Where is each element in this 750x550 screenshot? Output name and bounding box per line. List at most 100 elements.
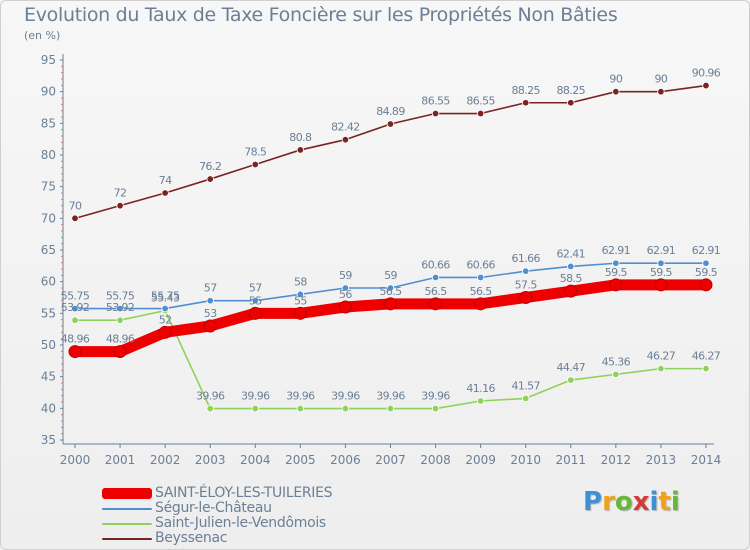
data-point (206, 404, 214, 413)
data-point (431, 404, 440, 413)
data-label: 74 (159, 174, 172, 187)
data-label: 39.96 (376, 390, 405, 403)
x-tick-label: 2006 (330, 453, 361, 467)
data-point (522, 394, 530, 403)
data-label: 62.41 (557, 247, 586, 260)
data-point (564, 284, 578, 298)
x-tick-label: 2000 (60, 453, 91, 467)
y-tick-label: 80 (41, 148, 56, 162)
data-point (71, 214, 79, 223)
data-label: 90.96 (692, 67, 721, 80)
data-point (476, 273, 485, 282)
y-tick-label: 60 (41, 275, 56, 289)
data-label: 82.42 (331, 121, 360, 134)
data-label: 61.66 (511, 252, 540, 265)
data-label: 56 (339, 288, 352, 301)
data-point (429, 297, 443, 311)
data-point (116, 201, 124, 210)
data-label: 45.36 (602, 355, 631, 368)
data-label: 88.25 (557, 84, 586, 97)
proxiti-logo: Proxiti (583, 487, 680, 517)
data-label: 55.43 (151, 292, 180, 305)
data-point (386, 120, 395, 128)
chart-title: Evolution du Taux de Taxe Foncière sur l… (24, 4, 618, 26)
data-label: 53 (204, 307, 217, 320)
data-label: 39.96 (331, 390, 360, 403)
data-point (161, 304, 169, 313)
data-point (612, 259, 620, 267)
data-label: 90 (655, 73, 668, 86)
data-label: 58.5 (560, 272, 583, 285)
data-label: 59 (339, 269, 352, 282)
data-label: 55.75 (61, 290, 90, 303)
legend-swatch (102, 523, 152, 525)
data-point (386, 284, 395, 292)
data-label: 86.55 (421, 95, 450, 108)
data-label: 62.91 (602, 244, 631, 257)
data-label: 48.96 (61, 333, 90, 346)
data-point (567, 376, 575, 384)
y-tick-label: 45 (41, 370, 56, 384)
data-point (248, 306, 262, 320)
data-label: 86.55 (466, 95, 495, 108)
data-label: 39.96 (421, 390, 450, 403)
data-point (341, 135, 350, 144)
data-label: 72 (114, 187, 127, 200)
data-label: 80.8 (289, 131, 312, 144)
data-label: 78.5 (244, 146, 267, 159)
y-tick-label: 90 (41, 85, 56, 99)
x-tick-label: 2002 (150, 453, 181, 467)
data-label: 39.96 (286, 390, 315, 403)
data-label: 55.75 (151, 290, 180, 303)
y-tick-label: 75 (41, 180, 56, 194)
data-point (71, 316, 79, 324)
data-point (654, 278, 668, 292)
data-point (296, 404, 305, 413)
data-point (522, 267, 530, 275)
data-point (296, 290, 305, 299)
x-tick-label: 2007 (375, 453, 406, 467)
data-point (251, 296, 259, 305)
data-label: 76.2 (199, 160, 221, 173)
data-point (609, 278, 623, 292)
y-tick-label: 65 (41, 243, 56, 257)
y-tick-label: 55 (41, 306, 56, 320)
data-label: 59 (384, 269, 397, 282)
data-point (206, 175, 214, 183)
data-label: 39.96 (196, 390, 225, 403)
y-tick-label: 50 (41, 338, 56, 352)
x-tick-label: 2012 (601, 453, 632, 467)
data-point (71, 304, 79, 313)
data-label: 56.5 (379, 285, 402, 298)
y-tick-label: 70 (41, 211, 56, 225)
data-label: 59.5 (605, 266, 628, 279)
data-label: 57 (249, 282, 262, 295)
data-point (386, 404, 395, 413)
data-label: 59.5 (695, 266, 718, 279)
data-point (476, 397, 485, 405)
data-label: 57.5 (515, 279, 538, 292)
legend-label: Saint-Julien-le-Vendômois (155, 515, 326, 531)
data-point (567, 262, 575, 271)
data-point (474, 297, 488, 311)
data-label: 44.47 (557, 361, 586, 374)
data-point (702, 259, 710, 267)
data-label: 48.96 (106, 333, 135, 346)
data-label: 70 (69, 199, 82, 212)
data-label: 52 (159, 313, 172, 326)
data-point (113, 345, 127, 359)
x-tick-label: 2004 (240, 453, 271, 467)
data-label: 55 (294, 294, 307, 307)
data-point (519, 291, 533, 304)
data-label: 41.16 (466, 382, 495, 395)
legend-swatch (102, 508, 152, 510)
data-label: 56.5 (425, 285, 448, 298)
data-label: 60.66 (466, 258, 495, 271)
legend-label: SAINT-ÉLOY-LES-TUILERIES (155, 485, 333, 501)
data-point (296, 146, 305, 154)
data-label: 60.66 (421, 258, 450, 271)
x-tick-label: 2001 (105, 453, 136, 467)
data-point (293, 306, 307, 320)
legend-label: Ségur-le-Château (155, 500, 272, 516)
